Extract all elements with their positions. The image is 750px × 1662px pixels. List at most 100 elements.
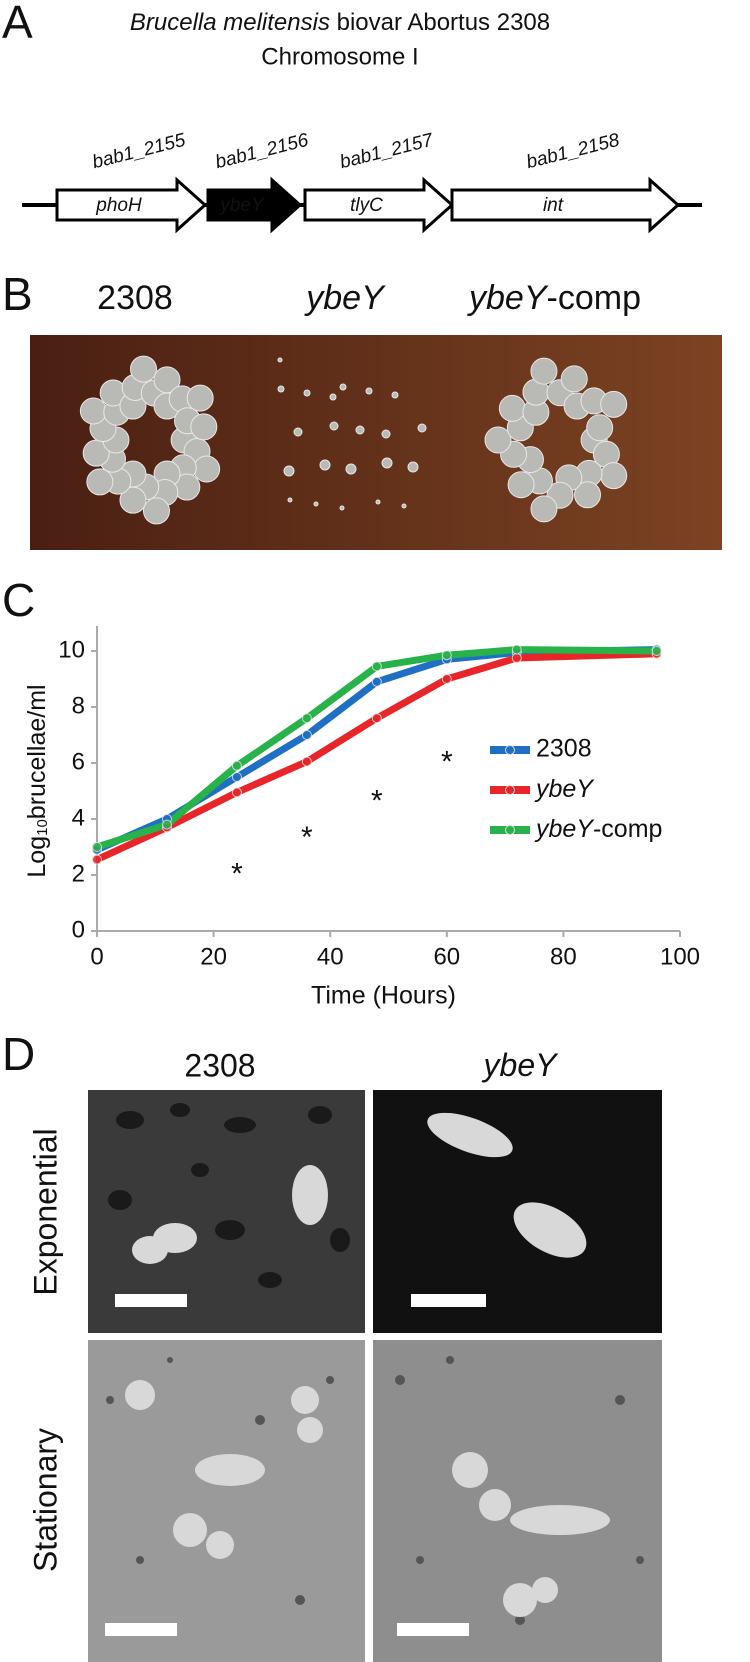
data-point: [92, 854, 102, 865]
legend-marker: [505, 825, 515, 835]
data-point: [301, 756, 312, 767]
panel-letter: D: [2, 1028, 35, 1080]
data-point: [161, 819, 172, 830]
colony: [530, 357, 558, 385]
colony: [345, 463, 357, 475]
colony: [498, 394, 526, 422]
plain-part: -comp: [547, 279, 641, 317]
colony: [600, 462, 628, 490]
plain-part: -comp: [593, 815, 662, 843]
gene-name: int: [543, 195, 564, 216]
x-tick-label: 40: [317, 943, 344, 970]
gene-arrow: [303, 176, 455, 234]
data-point: [371, 713, 382, 724]
italic-part: ybeY: [482, 1047, 560, 1083]
colony: [381, 457, 393, 469]
panel-subtitle: Chromosome I: [261, 43, 418, 70]
y-axis-label: Log10brucellae/ml: [23, 684, 51, 877]
panel-title: Brucella melitensis biovar Abortus 2308: [130, 9, 550, 36]
data-point: [231, 772, 242, 782]
colony: [391, 391, 399, 399]
colony: [277, 357, 283, 363]
italic-part: ybeY: [304, 279, 386, 317]
colony: [329, 421, 339, 431]
pores: [108, 1103, 350, 1288]
annotation: *: [231, 857, 243, 890]
gene-id: bab1_2158: [524, 130, 622, 173]
data-point: [651, 646, 662, 656]
annotation: *: [301, 821, 313, 854]
annotation: *: [371, 785, 383, 818]
data-point: [92, 842, 102, 852]
colony: [283, 465, 295, 477]
data-point: [231, 787, 242, 798]
series-line: [95, 646, 657, 851]
title-italic: Brucella melitensis: [130, 9, 330, 36]
colony: [417, 423, 427, 433]
italic-part: ybeY: [534, 775, 595, 803]
row-label: Stationary: [27, 1428, 63, 1572]
colony: [365, 387, 373, 395]
colony: [375, 499, 381, 505]
colony: [401, 503, 407, 509]
y-tick-label: 2: [72, 860, 85, 887]
data-point: [511, 644, 522, 655]
y-label-base: Log: [23, 836, 51, 878]
x-tick-label: 60: [433, 943, 460, 970]
legend-label: ybeY: [534, 775, 595, 803]
gene-name: ybeY: [218, 195, 265, 216]
colony: [277, 385, 285, 393]
colony: [355, 425, 365, 435]
colony: [130, 355, 158, 383]
x-tick-label: 100: [660, 943, 700, 970]
row-label: Exponential: [27, 1128, 63, 1295]
data-point: [441, 674, 452, 684]
series-line: [95, 650, 657, 863]
x-tick-label: 0: [90, 943, 103, 970]
colony: [339, 505, 345, 511]
gene-name: phoH: [95, 195, 142, 216]
plate-label: ybeY-comp: [467, 279, 641, 317]
colony: [319, 459, 331, 471]
legend-label: 2308: [536, 735, 592, 763]
panel-letter: B: [2, 268, 33, 320]
y-tick-label: 10: [58, 636, 85, 663]
italic-part: ybeY: [467, 279, 549, 317]
gene-id: bab1_2157: [338, 129, 437, 173]
gene-id: bab1_2156: [213, 130, 311, 173]
title-plain: biovar Abortus 2308: [337, 9, 550, 36]
colony: [79, 397, 107, 425]
plate-label: 2308: [97, 279, 173, 317]
data-point: [371, 661, 382, 672]
gene-id: bab1_2155: [90, 130, 188, 173]
data-point: [371, 676, 382, 687]
legend-marker: [505, 745, 515, 755]
data-point: [231, 760, 242, 771]
data-point: [511, 653, 522, 663]
x-axis-label: Time (Hours): [311, 982, 456, 1010]
column-label: 2308: [184, 1047, 255, 1083]
colony: [381, 429, 391, 439]
gene-name: tlyC: [350, 195, 383, 216]
colony: [313, 501, 319, 507]
colony: [329, 393, 337, 401]
colony: [574, 481, 602, 509]
panel-letter: A: [2, 0, 33, 48]
colony: [186, 384, 214, 412]
y-tick-label: 8: [72, 692, 85, 719]
gene-arrow: [55, 176, 208, 234]
micrographs: [88, 1090, 662, 1662]
colony: [142, 497, 170, 525]
colony: [507, 471, 535, 499]
colony: [600, 390, 628, 418]
annotation: *: [441, 745, 453, 778]
colony: [86, 468, 114, 496]
bacteria: [125, 1112, 610, 1617]
pores: [106, 1356, 644, 1625]
plate-label: ybeY: [304, 279, 386, 317]
data-point: [441, 650, 452, 661]
legend-label: ybeY-comp: [534, 815, 662, 843]
colony: [407, 461, 419, 473]
y-tick-label: 0: [72, 916, 85, 943]
